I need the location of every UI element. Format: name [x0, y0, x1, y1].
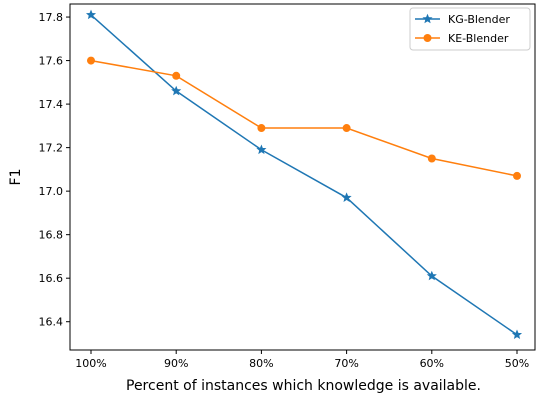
legend-label: KG-Blender [448, 13, 510, 26]
x-tick-label: 70% [334, 357, 358, 370]
ke-blender-point [87, 56, 95, 65]
kg-blender-point [426, 270, 437, 281]
x-tick-label: 90% [164, 357, 188, 370]
legend-item-ke-blender: KE-Blender [415, 32, 509, 45]
x-tick-label: 100% [75, 357, 106, 370]
ke-blender-line [90, 59, 518, 177]
x-tick-label: 80% [249, 357, 273, 370]
y-axis-label: F1 [8, 169, 24, 186]
plot-series [85, 9, 523, 340]
legend-marker [422, 13, 433, 24]
x-tick-label: 60% [420, 357, 444, 370]
y-tick-label: 17.2 [39, 142, 64, 155]
legend-label: KE-Blender [448, 32, 509, 45]
kg-blender-line [90, 14, 518, 336]
legend: KG-Blender KE-Blender [409, 7, 531, 51]
y-tick-label: 17.8 [39, 11, 64, 24]
x-axis-label: Percent of instances which knowledge is … [126, 378, 481, 394]
x-tick-label: 50% [505, 357, 529, 370]
ke-blender-point [342, 124, 351, 133]
y-tick-label: 16.4 [39, 316, 64, 329]
legend-item-kg-blender: KG-Blender [415, 13, 510, 26]
series-kg-blender [85, 9, 523, 340]
plot-frame [69, 3, 536, 351]
legend-marker [423, 34, 432, 42]
ke-blender-point [257, 124, 266, 133]
y-tick-label: 16.6 [39, 272, 64, 285]
y-tick-label: 16.8 [39, 229, 64, 242]
ke-blender-point [172, 71, 181, 80]
ke-blender-point [513, 171, 521, 180]
kg-blender-point [511, 329, 523, 340]
kg-blender-point [256, 144, 267, 155]
axes: 16.4 16.6 16.8 17.0 17.2 17.4 17.6 17.8 100% 90% 8… [39, 3, 536, 370]
y-tick-label: 17.4 [39, 98, 64, 111]
ke-blender-point [427, 154, 436, 163]
kg-blender-point [85, 9, 97, 20]
y-tick-label: 17.0 [39, 185, 64, 198]
kg-blender-point [171, 85, 182, 96]
kg-blender-point [341, 192, 352, 202]
y-tick-label: 17.6 [39, 55, 64, 68]
series-ke-blender [87, 56, 521, 180]
